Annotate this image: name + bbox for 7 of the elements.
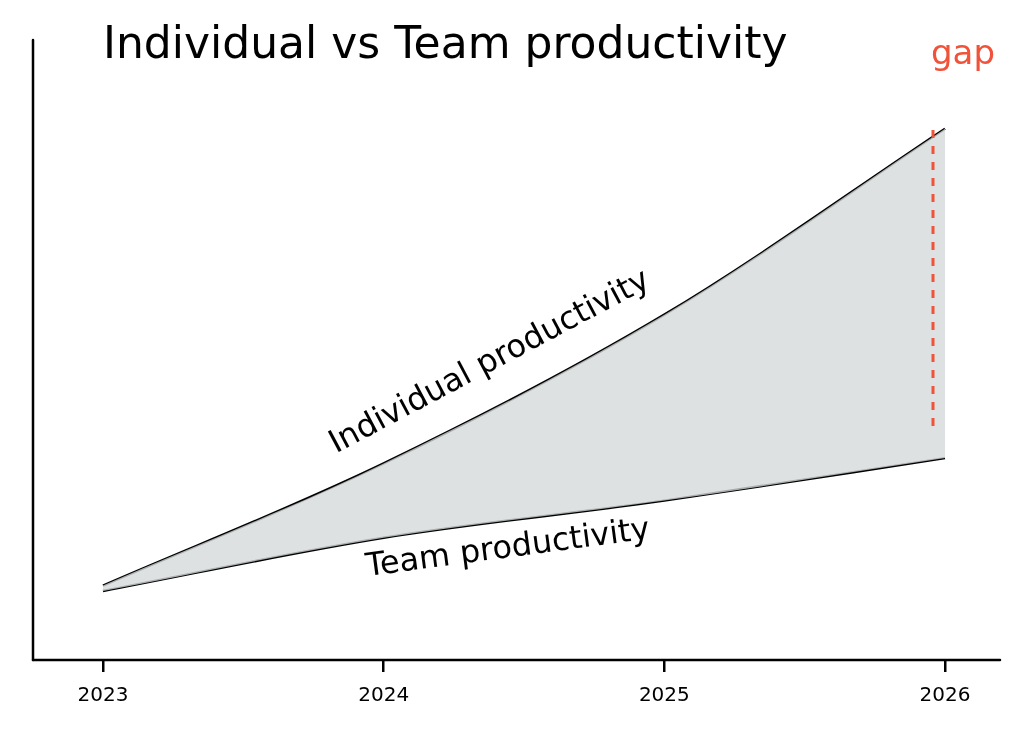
- text: Team productivity: [362, 508, 652, 585]
- x-tick-label: 2025: [638, 682, 690, 707]
- x-tick-label: 2026: [919, 682, 971, 707]
- x-tick-label: 2024: [358, 682, 410, 707]
- ref-line-label: gap: [931, 31, 995, 72]
- x-tick-label: 2023: [77, 682, 129, 707]
- chart-title: Individual vs Team productivity: [103, 16, 788, 68]
